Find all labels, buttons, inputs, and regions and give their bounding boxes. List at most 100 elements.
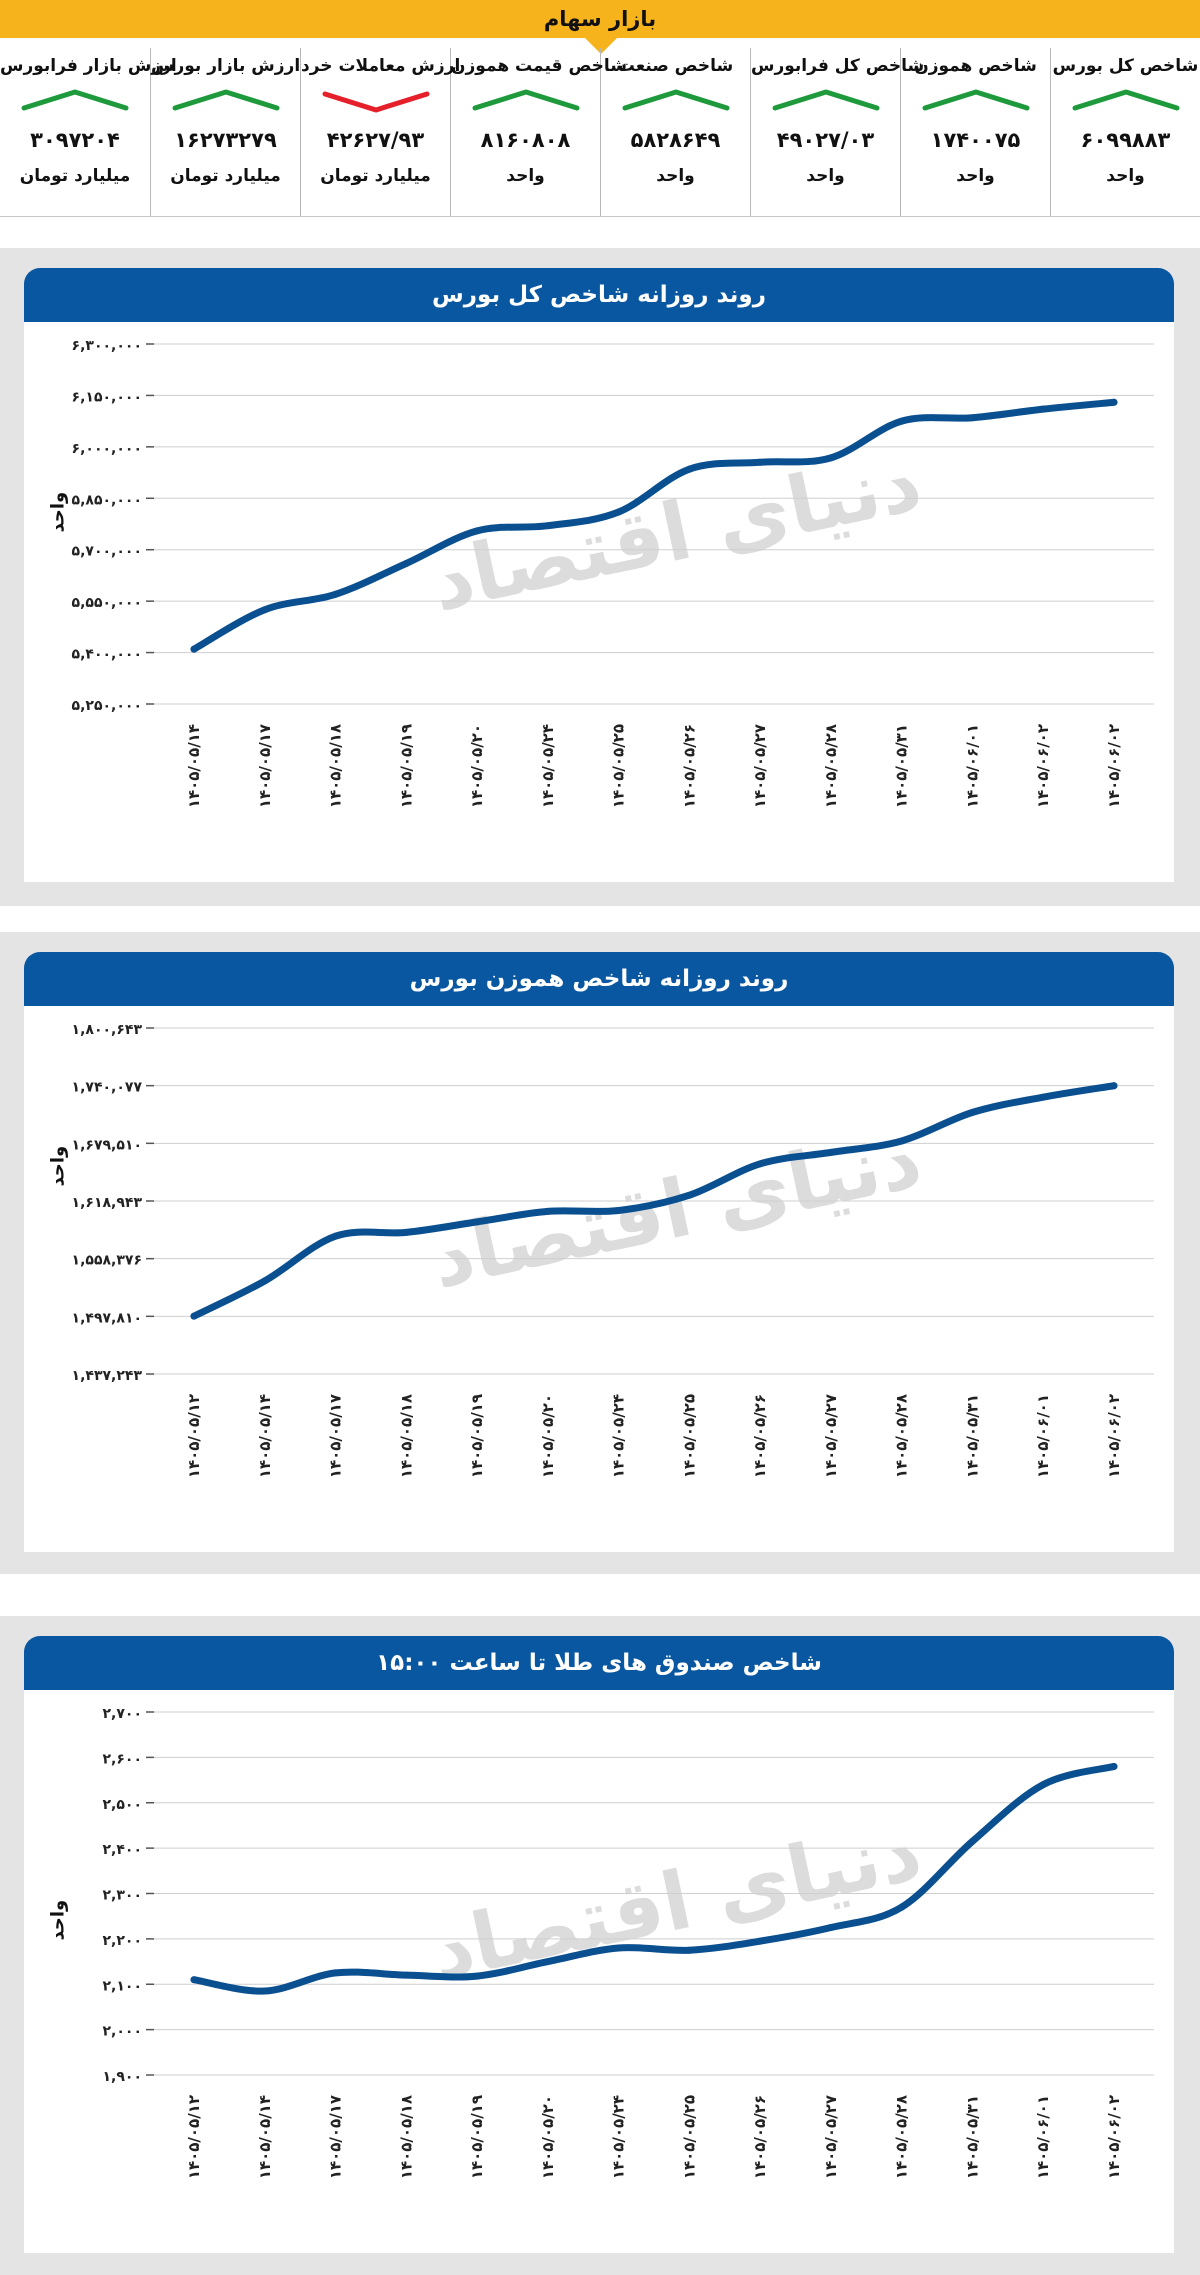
data-point — [473, 527, 481, 535]
y-tick-label: ۱,۹۰۰ — [103, 2069, 143, 2085]
x-tick-label: ۱۴۰۵/۰۵/۳۱ — [963, 1394, 981, 1478]
data-point — [402, 1971, 410, 1979]
x-tick-label: ۱۴۰۵/۰۵/۱۹ — [468, 1394, 486, 1478]
data-point — [190, 1312, 198, 1320]
stat-label: شاخص هموزن — [914, 56, 1037, 76]
x-tick-label: ۱۴۰۵/۰۶/۰۲ — [1105, 1394, 1123, 1478]
data-point — [898, 1903, 906, 1911]
x-tick-label: ۱۴۰۵/۰۵/۲۵ — [680, 2095, 698, 2179]
x-tick-label: ۱۴۰۵/۰۵/۲۵ — [610, 724, 628, 808]
data-point — [968, 1108, 976, 1116]
x-tick-label: ۱۴۰۵/۰۵/۲۴ — [539, 724, 557, 808]
y-tick-label: ۲,۱۰۰ — [103, 1978, 143, 1994]
data-point — [402, 559, 410, 567]
stat-label: ارزش بازار فرابورس — [0, 56, 177, 76]
y-axis-label: واحد — [47, 1145, 69, 1187]
data-point — [615, 1944, 623, 1952]
x-tick-label: ۱۴۰۵/۰۶/۰۱ — [963, 724, 981, 808]
line-chart: دنیای اقتصاد ۵,۲۵۰,۰۰۰ ۵,۴۰۰,۰۰۰ ۵,۵۵۰,۰۰۰ ۵… — [72, 338, 1154, 808]
stat-unit: واحد — [656, 166, 695, 186]
stat-value: ۶۰۹۹۸۸۳ — [1080, 128, 1171, 152]
chart-body: دنیای اقتصاد ۵,۲۵۰,۰۰۰ ۵,۴۰۰,۰۰۰ ۵,۵۵۰,۰۰۰ ۵… — [24, 322, 1174, 882]
top-divider — [0, 216, 1200, 217]
watermark: دنیای اقتصاد — [423, 435, 929, 629]
stat-farabourse-index: شاخص کل فرابورس ۴۹۰۲۷/۰۳ واحد — [750, 48, 925, 216]
data-point — [827, 454, 835, 462]
data-point — [827, 1924, 835, 1932]
x-tick-label: ۱۴۰۵/۰۵/۱۸ — [397, 2095, 415, 2179]
stat-label: ارزش بازار بورس — [151, 56, 301, 76]
chart-header: شاخص صندوق های طلا تا ساعت ۱۵:۰۰ — [24, 1636, 1174, 1690]
x-tick-label: ۱۴۰۵/۰۵/۲۶ — [680, 724, 698, 808]
x-tick-label: ۱۴۰۵/۰۵/۱۹ — [397, 724, 415, 808]
line-chart: دنیای اقتصاد۱,۹۰۰۲,۰۰۰۲,۱۰۰۲,۲۰۰۲,۳۰۰۲,۴… — [103, 1706, 1154, 2179]
data-point — [1039, 1093, 1047, 1101]
x-tick-label: ۱۴۰۵/۰۵/۲۰ — [539, 1394, 557, 1478]
data-point — [190, 1976, 198, 1984]
data-point — [544, 1958, 552, 1966]
x-tick-label: ۱۴۰۵/۰۵/۲۰ — [539, 2095, 557, 2179]
stat-label: ارزش معاملات خرد — [301, 56, 461, 76]
y-tick-label: ۵,۵۵۰,۰۰۰ — [72, 595, 142, 611]
stat-value: ۵۸۲۸۶۴۹ — [630, 128, 721, 152]
stat-value: ۱۶۲۷۳۲۷۹ — [174, 128, 277, 152]
chart-body: دنیای اقتصاد ۱,۴۳۷,۲۴۳ ۱,۴۹۷,۸۱۰ ۱,۵۵۸,۳۷۶ ۱… — [24, 1006, 1174, 1552]
watermark: دنیای اقتصاد — [423, 1112, 929, 1306]
stat-unit: میلیارد تومان — [320, 166, 431, 186]
data-point — [685, 465, 693, 473]
y-tick-label: ۱,۴۳۷,۲۴۳ — [72, 1368, 143, 1384]
x-tick-label: ۱۴۰۵/۰۶/۰۲ — [1105, 724, 1123, 808]
stat-unit: واحد — [1106, 166, 1145, 186]
x-tick-label: ۱۴۰۵/۰۵/۲۸ — [893, 1394, 911, 1478]
x-tick-label: ۱۴۰۵/۰۵/۱۴ — [256, 2095, 274, 2179]
data-point — [402, 1228, 410, 1236]
stat-value: ۴۲۶۲۷/۹۳ — [326, 128, 425, 152]
stat-unit: واحد — [956, 166, 995, 186]
chart-panel-total-index: روند روزانه شاخص کل بورس دنیای اقتصاد ۵,۲… — [0, 248, 1200, 906]
data-point — [898, 1137, 906, 1145]
y-tick-label: ۱,۷۴۰,۰۷۷ — [72, 1080, 143, 1096]
data-point — [1110, 1762, 1118, 1770]
x-tick-label: ۱۴۰۵/۰۵/۲۷ — [822, 1394, 840, 1478]
y-tick-label: ۲,۷۰۰ — [103, 1706, 143, 1722]
data-point — [332, 1969, 340, 1977]
data-point — [756, 1160, 764, 1168]
stat-value: ۳۰۹۷۲۰۴ — [30, 128, 120, 152]
y-tick-label: ۵,۸۵۰,۰۰۰ — [72, 492, 142, 508]
data-point — [190, 645, 198, 653]
x-tick-label: ۱۴۰۵/۰۵/۲۸ — [893, 2095, 911, 2179]
y-tick-label: ۱,۶۷۹,۵۱۰ — [72, 1137, 142, 1153]
y-tick-label: ۲,۲۰۰ — [103, 1933, 143, 1949]
chart-panel-gold-funds-index: شاخص صندوق های طلا تا ساعت ۱۵:۰۰ دنیای ا… — [0, 1616, 1200, 2275]
data-point — [615, 1206, 623, 1214]
x-tick-label: ۱۴۰۵/۰۵/۲۸ — [822, 724, 840, 808]
stat-unit: واحد — [806, 166, 845, 186]
y-tick-label: ۱,۵۵۸,۳۷۶ — [72, 1253, 142, 1269]
data-point — [615, 508, 623, 516]
x-tick-label: ۱۴۰۵/۰۵/۱۴ — [256, 1394, 274, 1478]
stat-label: شاخص کل فرابورس — [751, 56, 925, 76]
x-tick-label: ۱۴۰۵/۰۵/۱۸ — [327, 724, 345, 808]
data-point — [685, 1946, 693, 1954]
x-tick-label: ۱۴۰۵/۰۵/۲۷ — [822, 2095, 840, 2179]
x-tick-label: ۱۴۰۵/۰۶/۰۱ — [1034, 1394, 1052, 1478]
data-point — [756, 1937, 764, 1945]
market-stats-row: شاخص کل بورس ۶۰۹۹۸۸۳ واحد شاخص هموزن ۱۷۴… — [0, 48, 1200, 216]
data-point — [261, 606, 269, 614]
trend-up-icon — [622, 89, 729, 111]
data-point — [1110, 1082, 1118, 1090]
trend-up-icon — [172, 89, 279, 111]
y-tick-label: ۱,۸۰۰,۶۴۳ — [72, 1022, 143, 1038]
y-axis-label: واحد — [47, 1899, 69, 1941]
trend-down-icon — [322, 91, 429, 113]
chart-title: روند روزانه شاخص کل بورس — [432, 282, 766, 308]
x-tick-label: ۱۴۰۵/۰۵/۱۴ — [185, 724, 203, 808]
stat-unit: میلیارد تومان — [170, 166, 281, 186]
stat-bourse-market-value: ارزش بازار بورس ۱۶۲۷۳۲۷۹ میلیارد تومان — [150, 48, 300, 216]
data-point — [332, 590, 340, 598]
market-title: بازار سهام — [543, 7, 657, 31]
market-title-bar: بازار سهام — [0, 0, 1200, 38]
x-tick-label: ۱۴۰۵/۰۵/۱۷ — [327, 1394, 345, 1478]
x-tick-label: ۱۴۰۵/۰۶/۰۱ — [1034, 2095, 1052, 2179]
stat-total-index: شاخص کل بورس ۶۰۹۹۸۸۳ واحد — [1050, 48, 1200, 216]
